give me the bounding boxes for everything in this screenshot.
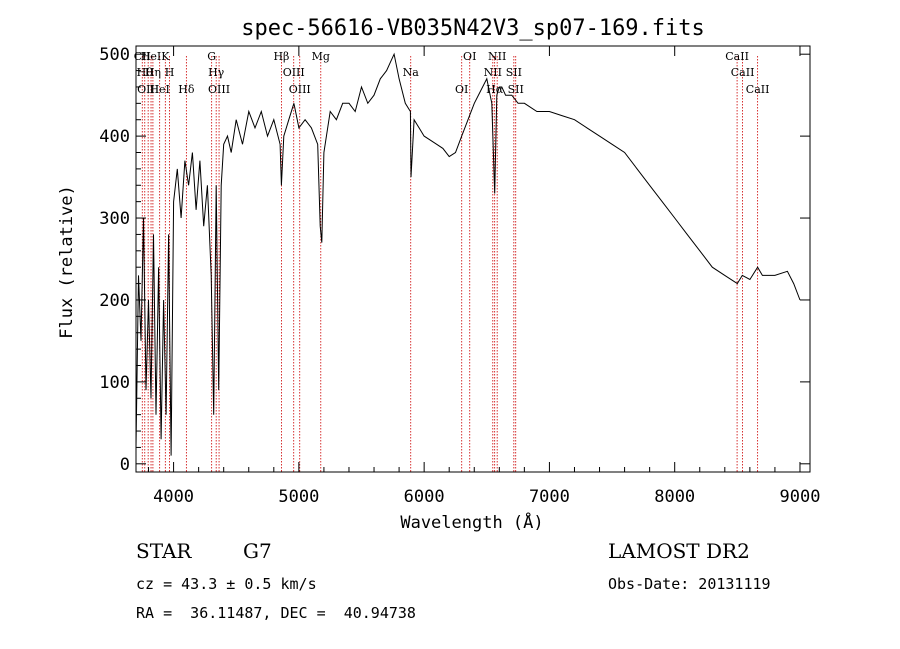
chart-title: spec-56616-VB035N42V3_sp07-169.fits: [241, 16, 705, 41]
y-tick-label: 400: [99, 127, 130, 147]
line-label: OIII: [137, 83, 159, 96]
line-label: Hδ: [178, 83, 195, 96]
y-tick-label: 0: [120, 455, 130, 475]
coordinates: RA = 36.11487, DEC = 40.94738: [136, 604, 416, 622]
line-label: K: [161, 50, 170, 63]
line-label: Hβ: [273, 50, 289, 63]
line-label: OIII: [289, 83, 311, 96]
x-tick-label: 4000: [153, 487, 194, 507]
line-label: Na: [403, 66, 420, 79]
y-axis-label: Flux (relative): [57, 185, 77, 339]
y-tick-label: 500: [99, 45, 130, 65]
subclass: G7: [243, 539, 272, 563]
x-axis-label: Wavelength (Å): [400, 511, 543, 533]
survey-name: LAMOST DR2: [608, 539, 750, 563]
line-label: OIII: [283, 66, 305, 79]
line-label: Hγ: [208, 66, 225, 79]
line-label: OIII: [208, 83, 230, 96]
line-label: Hθ: [137, 66, 154, 79]
x-tick-label: 6000: [404, 487, 445, 507]
spectral-line-labels: CIIHθOIIIHeIHηHeIKHHδGHγOIIIHβOIIIOIIIMg…: [134, 50, 770, 96]
x-tick-label: 5000: [278, 487, 319, 507]
line-label: Hη: [145, 66, 161, 79]
y-tick-label: 300: [99, 209, 130, 229]
x-tick-label: 8000: [654, 487, 695, 507]
y-tick-label: 100: [99, 373, 130, 393]
line-label: Mg: [312, 50, 330, 63]
y-tick-label: 200: [99, 291, 130, 311]
line-label: SII: [506, 66, 522, 79]
line-label: OI: [463, 50, 476, 63]
observation-date: Obs-Date: 20131119: [608, 575, 771, 593]
line-label: Hα: [486, 83, 504, 96]
line-label: CII: [134, 50, 151, 63]
line-label: HeI: [149, 83, 169, 96]
spectrum-line: [135, 52, 801, 456]
line-label: NII: [484, 66, 502, 79]
axis-ticks: 4000 5000 6000 7000 8000 9000 0 100 200 300 400 500: [99, 45, 820, 507]
plot-frame: [135, 45, 811, 473]
x-tick-label: 9000: [780, 487, 821, 507]
line-label: G: [207, 50, 216, 63]
spectral-line-markers: [141, 56, 759, 472]
line-label: CaII: [725, 50, 749, 63]
line-label: NII: [488, 50, 506, 63]
line-label: SII: [508, 83, 524, 96]
object-class: STAR: [136, 539, 192, 563]
line-label: CaII: [746, 83, 770, 96]
line-label: HeI: [141, 50, 161, 63]
line-label: H: [165, 66, 175, 79]
x-tick-label: 7000: [529, 487, 570, 507]
redshift-velocity: cz = 43.3 ± 0.5 km/s: [136, 575, 317, 593]
line-label: CaII: [731, 66, 755, 79]
line-label: OI: [455, 83, 468, 96]
